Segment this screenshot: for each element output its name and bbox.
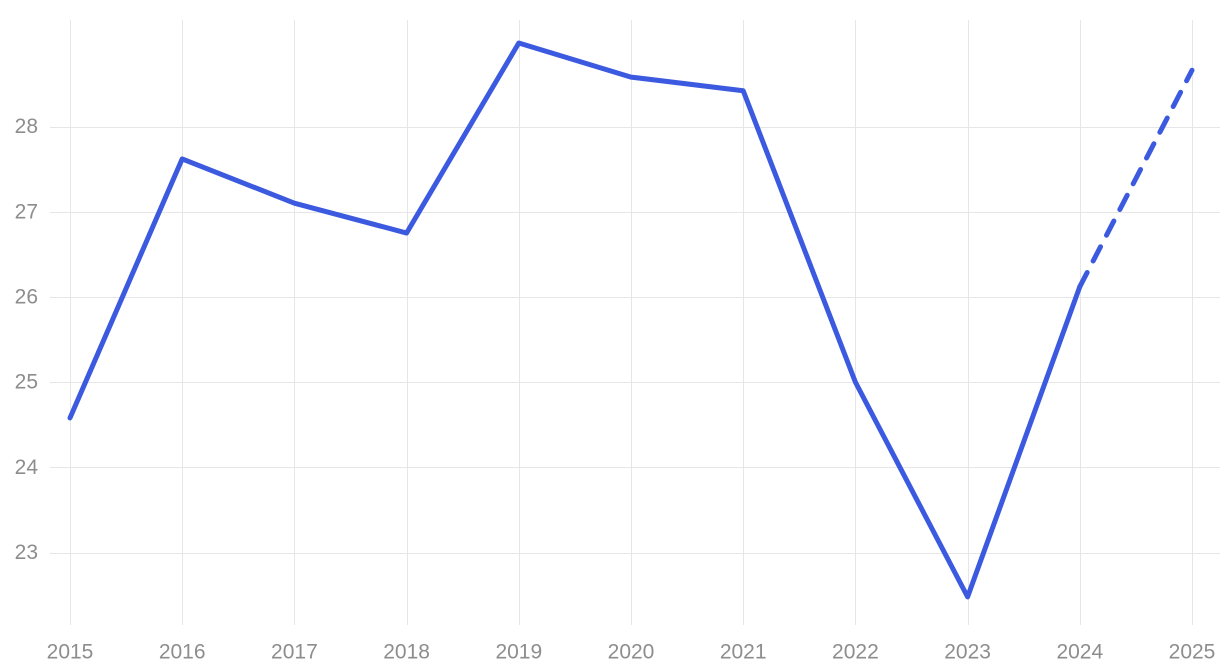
x-axis-tick-labels: 2015 2016 2017 2018 2019 2020 2021 2022 2023 2024… xyxy=(47,640,1216,663)
y-tick-label-23: 23 xyxy=(15,541,38,564)
y-tick-label-25: 25 xyxy=(15,371,38,394)
x-tick-label-2016: 2016 xyxy=(159,640,206,663)
x-tick-label-2018: 2018 xyxy=(383,640,430,663)
y-tick-label-28: 28 xyxy=(15,115,38,138)
x-tick-label-2023: 2023 xyxy=(944,640,991,663)
horizontal-gridlines xyxy=(50,126,1220,555)
series-line-solid-0 xyxy=(67,40,1083,600)
series-line-forecast-0 xyxy=(1077,67,1195,290)
x-tick-label-2021: 2021 xyxy=(720,640,767,663)
y-axis-tick-labels: 23 24 25 26 27 28 xyxy=(15,115,39,564)
y-tick-label-26: 26 xyxy=(15,285,38,308)
x-tick-label-2015: 2015 xyxy=(47,640,94,663)
x-tick-label-2022: 2022 xyxy=(832,640,879,663)
x-tick-label-2019: 2019 xyxy=(495,640,542,663)
y-tick-label-24: 24 xyxy=(15,456,39,479)
y-tick-label-27: 27 xyxy=(15,200,38,223)
vertical-gridlines xyxy=(69,20,1194,625)
x-tick-label-2020: 2020 xyxy=(608,640,655,663)
x-tick-label-2025: 2025 xyxy=(1169,640,1216,663)
x-tick-label-2024: 2024 xyxy=(1056,640,1103,663)
series-paths xyxy=(67,40,1195,600)
x-tick-label-2017: 2017 xyxy=(271,640,318,663)
